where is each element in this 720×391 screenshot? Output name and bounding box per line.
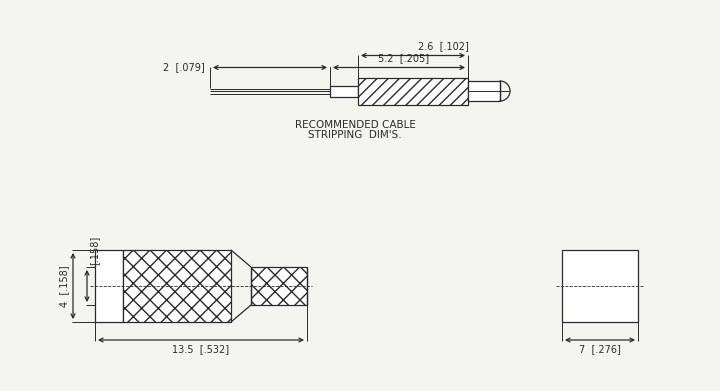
Text: STRIPPING  DIM'S.: STRIPPING DIM'S. bbox=[308, 131, 402, 140]
Bar bbox=[95, 250, 123, 322]
Text: 4  [.158]: 4 [.158] bbox=[59, 265, 69, 307]
Text: [.158]: [.158] bbox=[89, 236, 99, 265]
Bar bbox=[468, 81, 500, 101]
Text: 5.2  [.205]: 5.2 [.205] bbox=[378, 54, 429, 63]
Bar bbox=[358, 77, 468, 104]
Text: 2  [.079]: 2 [.079] bbox=[163, 63, 205, 72]
Text: 7  [.276]: 7 [.276] bbox=[579, 344, 621, 354]
Bar bbox=[251, 267, 307, 305]
Bar bbox=[330, 86, 358, 97]
Text: 13.5  [.532]: 13.5 [.532] bbox=[172, 344, 230, 354]
Bar bbox=[123, 250, 231, 322]
Text: 2.6  [.102]: 2.6 [.102] bbox=[418, 41, 469, 52]
Text: RECOMMENDED CABLE: RECOMMENDED CABLE bbox=[294, 120, 415, 129]
Bar bbox=[562, 250, 638, 322]
